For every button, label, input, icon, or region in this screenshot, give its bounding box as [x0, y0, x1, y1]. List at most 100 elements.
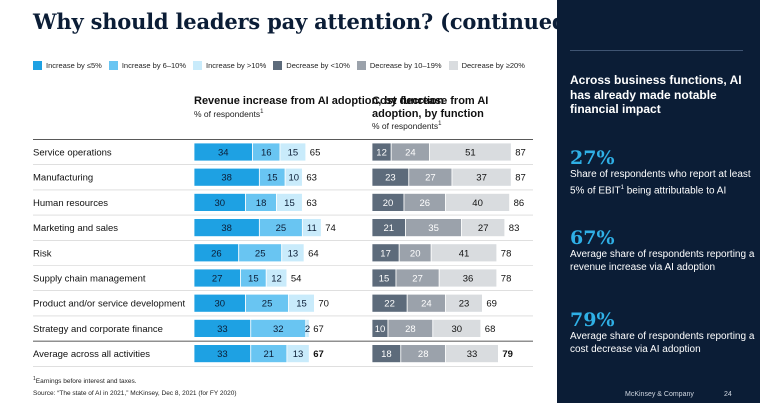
category-label: Strategy and corporate finance [33, 324, 163, 335]
bar-segment [281, 243, 305, 263]
footnote-mark: 1 [438, 121, 442, 128]
legend-label: Increase by 6–10% [121, 61, 187, 70]
segment-label: 20 [383, 198, 394, 209]
bar-segment [438, 268, 498, 288]
bar-segment [445, 293, 483, 313]
total-label: 86 [514, 198, 525, 209]
total-label: 78 [501, 274, 512, 285]
bar-segment [430, 243, 498, 263]
segment-label: 51 [465, 148, 476, 159]
segment-label: 15 [379, 274, 390, 285]
segment-label: 37 [476, 173, 487, 184]
page-number: 24 [724, 391, 732, 398]
segment-label: 34 [218, 148, 229, 159]
bar-segment [461, 218, 506, 238]
bar-segment [445, 192, 511, 212]
segment-label: 28 [418, 349, 429, 360]
footer-source: McKinsey & Company [625, 391, 694, 398]
revenue-panel-title: Revenue increase from AI adoption, by fu… [194, 95, 444, 107]
chart-legend: Increase by ≤5% Increase by 6–10% Increase… [33, 61, 532, 70]
category-label: Service operations [33, 148, 112, 159]
segment-label: 10 [375, 324, 386, 335]
stacked-bar-chart: Service operations 34 16 15 65 12 24 51 87 Manufa… [33, 139, 533, 367]
total-label: 63 [306, 173, 317, 184]
total-label: 63 [306, 198, 317, 209]
legend-swatch [448, 61, 458, 70]
bar-segment [451, 167, 512, 187]
revenue-panel-header: Revenue increase from AI adoption, by fu… [194, 95, 444, 119]
segment-label: 25 [255, 248, 266, 259]
legend-swatch [193, 61, 203, 70]
segment-label: 11 [307, 223, 317, 234]
total-label: 65 [310, 148, 321, 159]
segment-label: 13 [293, 349, 304, 360]
segment-label: 40 [472, 198, 483, 209]
stat-cost: 79% Average share of respondents reporti… [570, 309, 755, 356]
segment-label: 25 [276, 223, 287, 234]
segment-label: 16 [261, 148, 272, 159]
legend-label: Increase by >10% [206, 61, 267, 70]
segment-label: 38 [221, 173, 232, 184]
segment-label: 26 [211, 248, 222, 259]
segment-label: 27 [425, 173, 436, 184]
legend-label: Decrease by ≥20% [461, 61, 525, 70]
segment-label: 15 [248, 274, 259, 285]
total-label: 64 [308, 248, 319, 259]
total-label: 87 [515, 148, 526, 159]
legend-item: Increase by >10% [193, 61, 266, 70]
total-label: 69 [486, 299, 497, 310]
category-label: Risk [33, 248, 52, 259]
segment-label: 21 [264, 349, 275, 360]
segment-label: 25 [262, 299, 273, 310]
stat-ebit: 27% Share of respondents who report at l… [570, 147, 755, 197]
footnote-mark: 1 [260, 108, 264, 115]
segment-label: 27 [212, 274, 223, 285]
total-label: 74 [325, 223, 336, 234]
segment-label: 30 [452, 324, 463, 335]
sidebar-headline: Across business functions, AI has alread… [570, 73, 742, 116]
stat-revenue: 67% Average share of respondents reporti… [570, 227, 755, 274]
segment-label: 30 [215, 198, 226, 209]
segment-label: 24 [405, 148, 416, 159]
stat-value: 67% [570, 227, 615, 249]
sidebar-divider [570, 50, 743, 51]
segment-label: 21 [384, 223, 395, 234]
total-label: 78 [501, 248, 512, 259]
legend-swatch [108, 61, 118, 70]
segment-label: 36 [463, 274, 474, 285]
segment-label: 15 [288, 148, 299, 159]
bar-segment [305, 318, 310, 338]
total-label: 54 [291, 274, 302, 285]
stat-value: 27% [570, 147, 615, 169]
bar-segment [279, 142, 307, 162]
segment-label: 23 [459, 299, 470, 310]
segment-label: 26 [420, 198, 431, 209]
category-label: Human resources [33, 198, 108, 209]
segment-label: 2 [305, 324, 310, 335]
segment-label: 28 [405, 324, 416, 335]
legend-label: Increase by ≤5% [46, 61, 102, 70]
segment-label: 15 [267, 173, 278, 184]
bar-segment [276, 192, 303, 212]
legend-swatch [33, 61, 42, 70]
segment-label: 33 [217, 324, 228, 335]
segment-label: 18 [256, 198, 267, 209]
total-label: 68 [485, 324, 496, 335]
segment-label: 15 [296, 299, 307, 310]
bar-segment [445, 344, 499, 364]
cost-panel-title: Cost decrease from AI adoption, by funct… [372, 95, 489, 120]
segment-label: 23 [385, 173, 396, 184]
stat-description: Share of respondents who report at least… [570, 169, 751, 196]
legend-item: Increase by 6–10% [108, 61, 187, 70]
footnote: 1Earnings before interest and taxes. [33, 376, 137, 386]
segment-label: 35 [428, 223, 439, 234]
revenue-panel-subtitle: % of respondents1 [194, 108, 264, 119]
total-label: 87 [515, 173, 526, 184]
segment-label: 20 [410, 248, 421, 259]
segment-label: 33 [467, 349, 478, 360]
stat-description: Average share of respondents reporting a… [570, 331, 755, 355]
segment-label: 12 [271, 274, 282, 285]
bar-segment [301, 218, 322, 238]
legend-label: Decrease by 10–19% [369, 61, 442, 70]
category-label: Supply chain management [33, 274, 146, 285]
